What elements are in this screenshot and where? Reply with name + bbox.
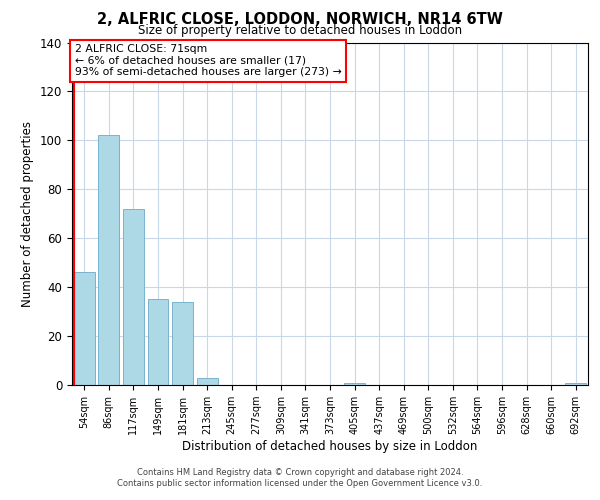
Bar — [197, 378, 218, 385]
Bar — [98, 136, 119, 385]
Text: Contains HM Land Registry data © Crown copyright and database right 2024.
Contai: Contains HM Land Registry data © Crown c… — [118, 468, 482, 487]
Text: Size of property relative to detached houses in Loddon: Size of property relative to detached ho… — [138, 24, 462, 37]
Bar — [123, 209, 144, 385]
Bar — [172, 302, 193, 385]
Y-axis label: Number of detached properties: Number of detached properties — [22, 120, 34, 306]
Bar — [74, 272, 95, 385]
Bar — [344, 382, 365, 385]
Bar — [148, 300, 169, 385]
Text: 2, ALFRIC CLOSE, LODDON, NORWICH, NR14 6TW: 2, ALFRIC CLOSE, LODDON, NORWICH, NR14 6… — [97, 12, 503, 28]
X-axis label: Distribution of detached houses by size in Loddon: Distribution of detached houses by size … — [182, 440, 478, 453]
Bar — [565, 382, 586, 385]
Text: 2 ALFRIC CLOSE: 71sqm
← 6% of detached houses are smaller (17)
93% of semi-detac: 2 ALFRIC CLOSE: 71sqm ← 6% of detached h… — [74, 44, 341, 78]
